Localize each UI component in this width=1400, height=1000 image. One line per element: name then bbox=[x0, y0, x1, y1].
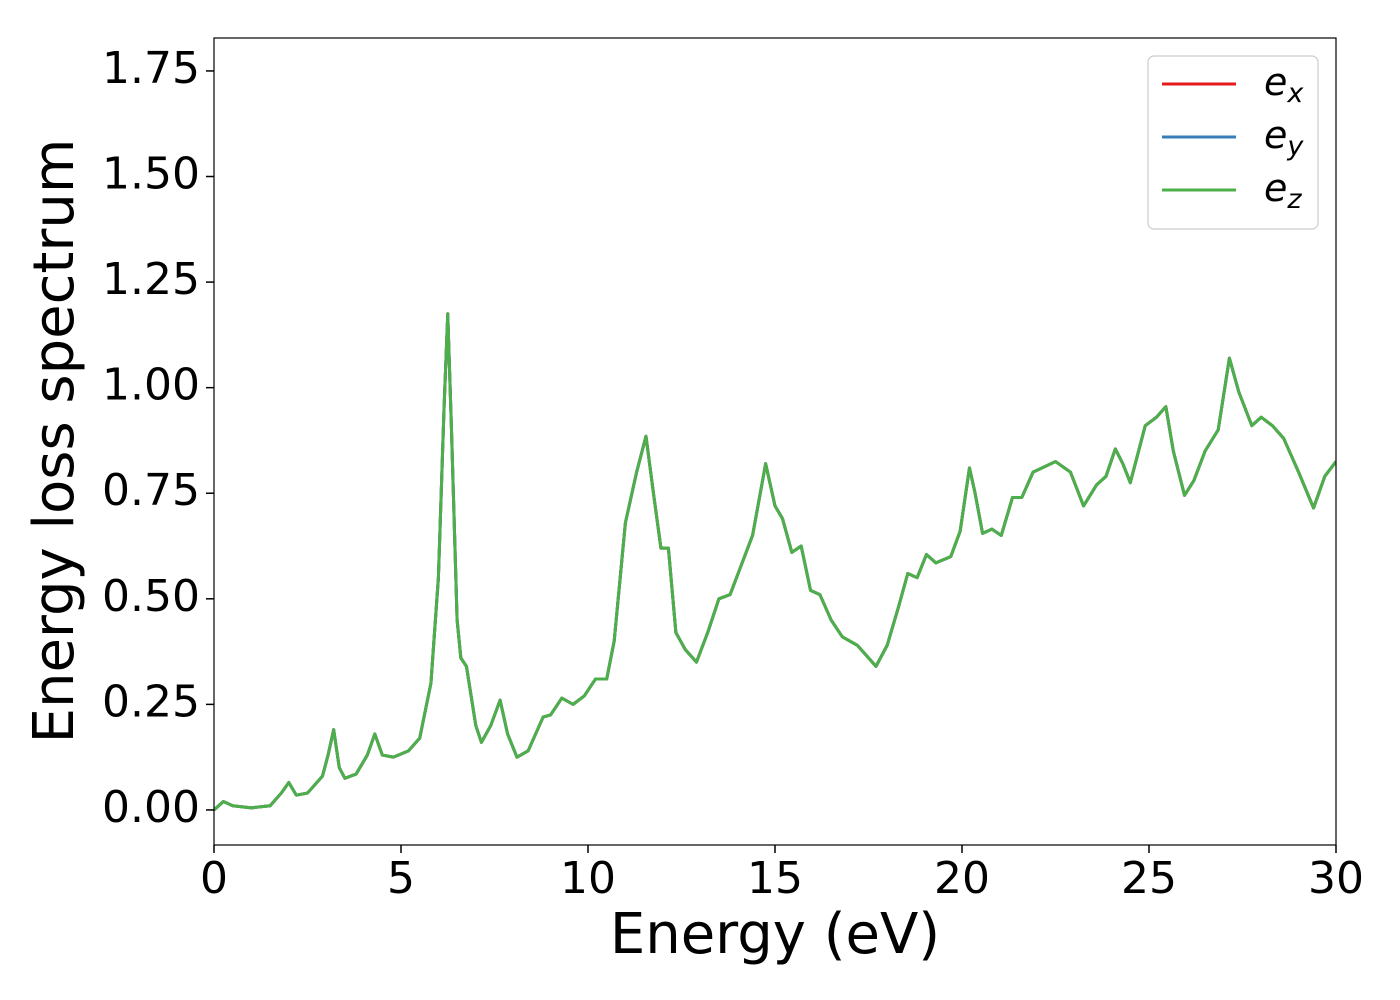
y-tick-label: 0.75 bbox=[102, 465, 200, 516]
x-tick-label: 5 bbox=[387, 853, 415, 904]
x-tick-label: 10 bbox=[560, 853, 616, 904]
line-series bbox=[214, 312, 1336, 812]
legend-label: ey bbox=[1264, 113, 1304, 162]
x-tick-label: 30 bbox=[1308, 853, 1364, 904]
y-tick-label: 0.50 bbox=[102, 571, 200, 622]
x-tick-label: 15 bbox=[747, 853, 803, 904]
y-tick-label: 1.00 bbox=[102, 360, 200, 411]
legend-box bbox=[1147, 55, 1319, 230]
y-tick-label: 1.25 bbox=[102, 254, 200, 305]
x-tick-label: 25 bbox=[1121, 853, 1177, 904]
x-axis-label: Energy (eV) bbox=[610, 902, 940, 967]
plot-frame bbox=[213, 37, 1337, 846]
legend-label: ex bbox=[1264, 60, 1304, 109]
y-axis-label: Energy loss spectrum bbox=[22, 139, 87, 744]
y-tick-label: 0.25 bbox=[102, 676, 200, 727]
y-tick-label: 1.75 bbox=[102, 43, 200, 94]
legend-label: ez bbox=[1264, 166, 1302, 215]
x-tick-label: 0 bbox=[200, 853, 228, 904]
y-tick-label: 0.00 bbox=[102, 782, 200, 833]
x-tick-label: 20 bbox=[934, 853, 990, 904]
y-tick-label: 1.50 bbox=[102, 149, 200, 200]
